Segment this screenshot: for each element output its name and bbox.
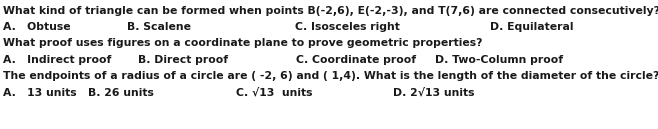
Text: B. 26 units: B. 26 units xyxy=(88,88,154,98)
Text: A.   13 units: A. 13 units xyxy=(3,88,76,98)
Text: A.   Indirect proof: A. Indirect proof xyxy=(3,55,111,65)
Text: B. Scalene: B. Scalene xyxy=(127,22,191,32)
Text: What proof uses figures on a coordinate plane to prove geometric properties?: What proof uses figures on a coordinate … xyxy=(3,38,482,48)
Text: B. Direct proof: B. Direct proof xyxy=(138,55,228,65)
Text: The endpoints of a radius of a circle are ( -2, 6) and ( 1,4). What is the lengt: The endpoints of a radius of a circle ar… xyxy=(3,71,658,81)
Text: A.   Obtuse: A. Obtuse xyxy=(3,22,70,32)
Text: C. Coordinate proof: C. Coordinate proof xyxy=(296,55,416,65)
Text: D. 2√13 units: D. 2√13 units xyxy=(393,88,474,98)
Text: What kind of triangle can be formed when points B(-2,6), E(-2,-3), and T(7,6) ar: What kind of triangle can be formed when… xyxy=(3,6,658,16)
Text: D. Equilateral: D. Equilateral xyxy=(490,22,574,32)
Text: C. Isosceles right: C. Isosceles right xyxy=(295,22,400,32)
Text: C. √13  units: C. √13 units xyxy=(236,88,313,98)
Text: D. Two-Column proof: D. Two-Column proof xyxy=(435,55,563,65)
